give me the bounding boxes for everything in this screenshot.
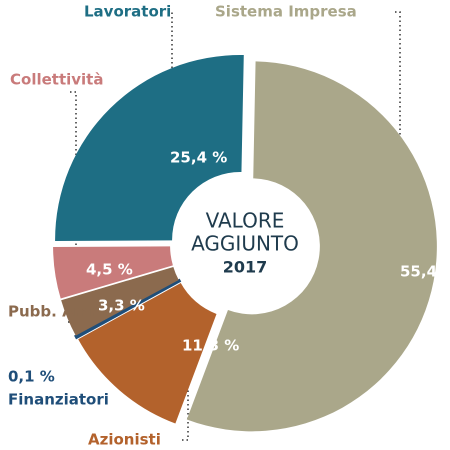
- slice: [78, 282, 217, 424]
- center-text: VALORE: [206, 209, 285, 233]
- leader-line: [168, 11, 173, 70]
- value-label: 3,3 %: [98, 297, 145, 315]
- category-label: Finanziatori: [8, 391, 109, 409]
- center-text: 2017: [223, 258, 268, 277]
- category-label: Sistema Impresa: [215, 3, 357, 21]
- slice: [53, 246, 173, 299]
- slice: [186, 61, 437, 432]
- slice: [74, 278, 182, 340]
- category-label: Azionisti: [88, 431, 161, 449]
- leader-line: [395, 11, 401, 250]
- value-label: 4,5 %: [86, 261, 133, 279]
- value-label: 0,1 %: [8, 368, 55, 386]
- category-label: Collettività: [10, 71, 103, 89]
- center-text: AGGIUNTO: [191, 232, 299, 256]
- slice: [55, 55, 244, 241]
- value-label: 11,3 %: [182, 337, 239, 355]
- slice: [61, 266, 179, 336]
- category-label: Lavoratori: [84, 3, 171, 21]
- value-label: 25,4 %: [170, 149, 227, 167]
- category-label: Pubb. Amm.: [8, 303, 111, 321]
- value-label: 55,4 %: [400, 263, 450, 281]
